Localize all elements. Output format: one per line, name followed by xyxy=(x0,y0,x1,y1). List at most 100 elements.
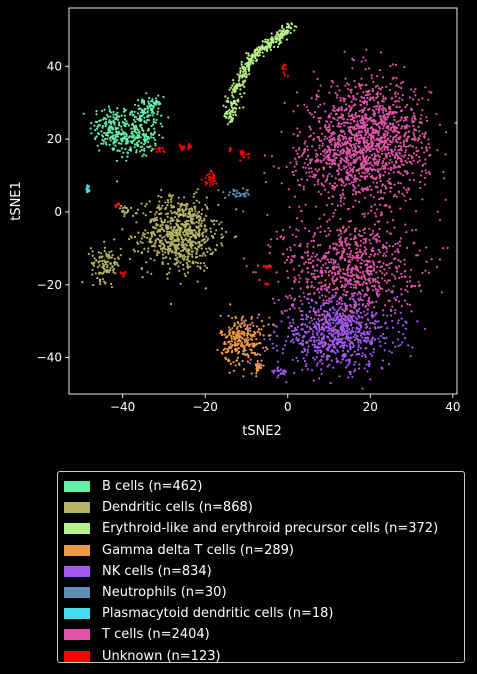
point xyxy=(305,313,308,316)
point xyxy=(384,279,387,282)
point xyxy=(364,133,367,136)
point xyxy=(384,254,387,258)
point xyxy=(339,140,342,143)
point xyxy=(337,142,340,146)
point xyxy=(147,127,150,130)
point xyxy=(413,139,416,142)
point xyxy=(324,123,327,127)
point xyxy=(147,247,150,250)
point xyxy=(358,307,361,310)
point xyxy=(382,160,385,163)
point xyxy=(149,114,152,117)
point xyxy=(90,261,93,265)
point xyxy=(300,154,303,158)
point xyxy=(145,92,148,95)
point xyxy=(171,212,174,215)
point xyxy=(326,145,329,148)
point xyxy=(360,277,363,280)
point xyxy=(336,145,340,149)
point xyxy=(256,316,259,319)
point xyxy=(161,236,164,239)
point xyxy=(287,30,290,33)
point xyxy=(342,332,346,335)
point xyxy=(378,104,381,107)
point xyxy=(309,161,312,165)
point xyxy=(364,355,367,358)
point xyxy=(364,248,368,251)
point xyxy=(379,345,382,348)
point xyxy=(300,314,303,317)
point xyxy=(154,121,157,124)
point xyxy=(355,153,358,156)
point xyxy=(346,315,349,318)
point xyxy=(143,149,146,152)
point xyxy=(355,180,358,183)
point xyxy=(135,221,138,224)
point xyxy=(227,100,230,104)
point xyxy=(99,280,102,283)
point xyxy=(364,146,367,149)
point xyxy=(260,359,263,362)
point xyxy=(380,51,383,54)
point xyxy=(166,215,169,218)
point xyxy=(331,335,334,338)
point xyxy=(308,326,311,329)
point xyxy=(266,348,269,351)
point xyxy=(388,350,391,353)
point xyxy=(169,242,172,245)
point xyxy=(122,107,125,110)
point xyxy=(169,302,173,306)
point xyxy=(357,122,360,125)
point xyxy=(415,154,418,157)
point xyxy=(360,258,363,261)
point xyxy=(315,364,319,367)
point xyxy=(321,344,324,347)
point xyxy=(141,98,144,101)
point xyxy=(370,138,373,141)
point xyxy=(113,238,116,241)
point xyxy=(126,155,129,158)
point xyxy=(313,317,316,320)
point xyxy=(113,257,116,260)
point xyxy=(354,85,357,89)
point xyxy=(285,26,288,29)
point xyxy=(123,123,126,126)
point xyxy=(316,269,319,272)
point xyxy=(322,323,325,326)
point xyxy=(377,160,380,163)
point xyxy=(147,100,150,103)
point xyxy=(190,217,193,220)
point xyxy=(182,245,185,248)
point xyxy=(381,152,384,155)
point xyxy=(141,155,144,158)
point xyxy=(291,255,294,258)
point xyxy=(159,212,162,215)
point xyxy=(338,89,341,92)
point xyxy=(256,330,259,333)
point xyxy=(404,154,407,157)
point xyxy=(378,168,381,171)
point xyxy=(358,353,361,356)
point xyxy=(345,291,348,294)
point xyxy=(118,207,122,210)
point xyxy=(300,220,304,223)
point xyxy=(307,278,310,281)
point xyxy=(405,138,408,141)
point xyxy=(190,241,193,244)
point xyxy=(383,123,386,127)
point xyxy=(348,137,351,140)
point xyxy=(353,135,357,138)
point xyxy=(236,325,239,328)
point xyxy=(112,261,116,264)
point xyxy=(346,304,349,307)
point xyxy=(161,204,164,207)
point xyxy=(326,175,329,178)
point xyxy=(177,209,180,212)
point xyxy=(299,287,302,290)
point xyxy=(239,335,242,338)
point xyxy=(332,212,335,215)
point xyxy=(403,125,406,128)
point xyxy=(96,125,99,128)
point xyxy=(151,114,154,117)
point xyxy=(357,341,360,344)
